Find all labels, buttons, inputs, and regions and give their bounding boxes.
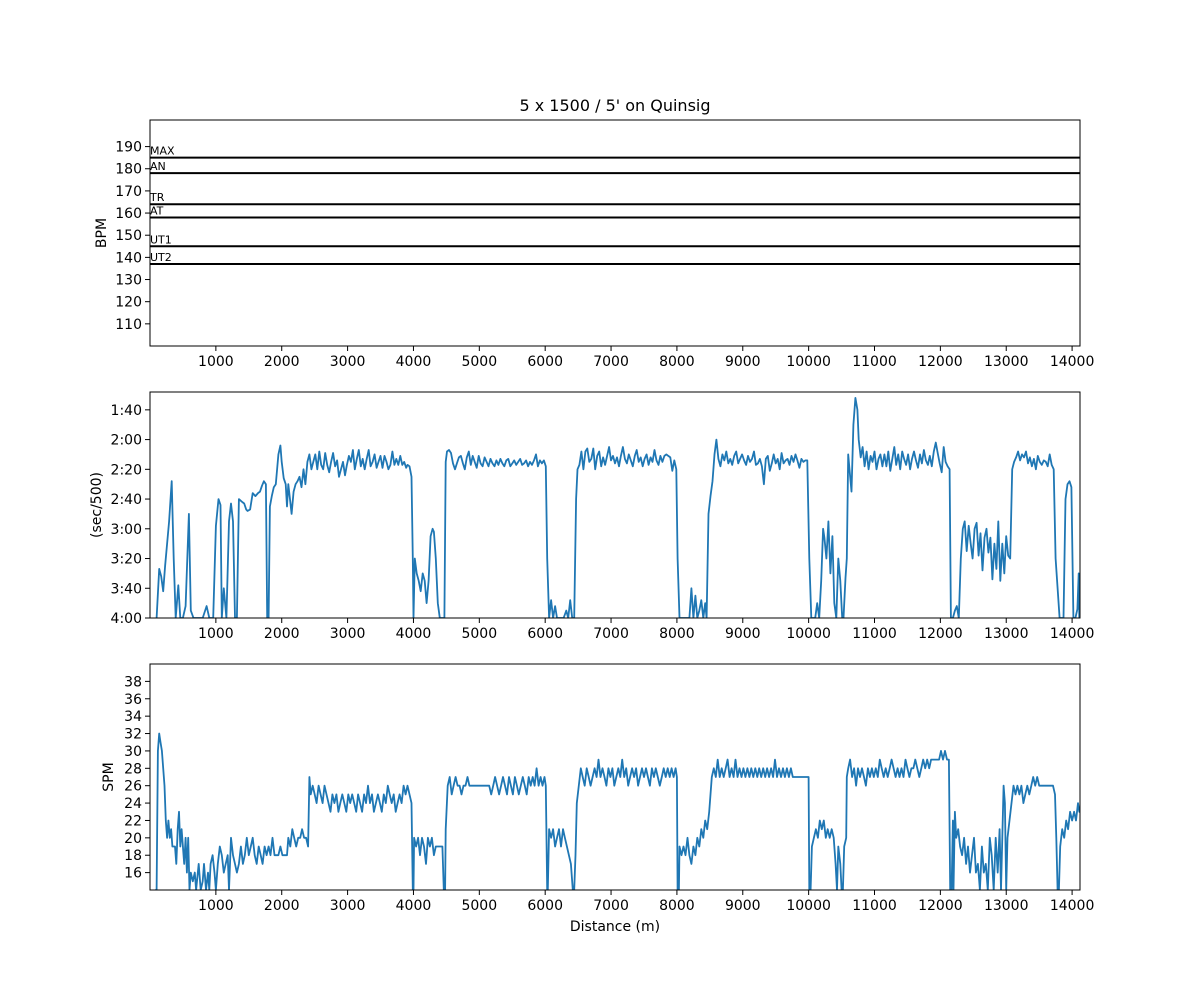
x-tick-label: 12000 [918, 354, 963, 370]
zone-label-ut2: UT2 [150, 251, 172, 264]
y-tick-label: 3:20 [111, 552, 142, 568]
y-tick-label: 22 [124, 813, 142, 829]
x-tick-label: 10000 [786, 354, 831, 370]
y-tick-label: 18 [124, 848, 142, 864]
zone-label-ut1: UT1 [150, 233, 172, 246]
subplot-2: 1000 2000 3000 4000 5000 6000 7000 8000 9000 1000… [89, 391, 1095, 642]
x-tick-label: 7000 [593, 354, 629, 370]
y-tick-label: 150 [115, 228, 142, 244]
y-tick-label: 3:40 [111, 581, 142, 597]
x-tick-label: 12000 [918, 898, 963, 914]
y-tick-label: 130 [115, 273, 142, 289]
zone-label-an: AN [150, 160, 166, 173]
x-tick-label: 2000 [264, 354, 300, 370]
x-tick-label: 13000 [984, 898, 1029, 914]
x-tick-label: 2000 [264, 626, 300, 642]
plot-frame-1 [149, 119, 1081, 347]
x-tick-label: 8000 [659, 626, 695, 642]
y-tick-label: 2:20 [111, 462, 142, 478]
y-axis-label-2: (sec/500) [89, 472, 105, 538]
y-tick-label: 110 [115, 317, 142, 333]
x-tick-label: 3000 [330, 626, 366, 642]
x-tick-label: 5000 [461, 898, 497, 914]
x-tick-label: 7000 [593, 898, 629, 914]
x-tick-label: 9000 [725, 354, 761, 370]
y-tick-label: 190 [115, 140, 142, 156]
plot-frame-3 [149, 663, 1081, 891]
x-tick-label: 1000 [198, 898, 234, 914]
x-tick-label: 5000 [461, 354, 497, 370]
x-tick-label: 10000 [786, 626, 831, 642]
x-tick-label: 6000 [527, 354, 563, 370]
series-line-3-1 [155, 732, 1080, 890]
x-tick-label: 11000 [852, 626, 897, 642]
x-tick-label: 8000 [659, 898, 695, 914]
y-tick-label: 4:00 [111, 611, 142, 627]
x-tick-label: 4000 [396, 354, 432, 370]
y-tick-label: 20 [124, 831, 142, 847]
x-tick-label: 13000 [984, 626, 1029, 642]
x-tick-label: 6000 [527, 898, 563, 914]
x-tick-label: 8000 [659, 354, 695, 370]
y-tick-label: 1:40 [111, 403, 142, 419]
x-tick-label: 14000 [1050, 626, 1095, 642]
x-tick-label: 1000 [198, 626, 234, 642]
zone-label-tr: TR [149, 191, 165, 204]
series-line-2-1 [155, 397, 1080, 618]
x-tick-label: 14000 [1050, 898, 1095, 914]
x-tick-label: 4000 [396, 898, 432, 914]
x-tick-label: 11000 [852, 898, 897, 914]
y-tick-label: 2:00 [111, 433, 142, 449]
x-tick-label: 9000 [725, 626, 761, 642]
y-tick-label: 160 [115, 206, 142, 222]
y-axis-label-3: SPM [101, 762, 117, 791]
y-tick-label: 38 [124, 674, 142, 690]
x-tick-label: 12000 [918, 626, 963, 642]
y-axis-label-1: BPM [94, 218, 110, 248]
x-axis-label: Distance (m) [570, 919, 660, 935]
chart-title: 5 x 1500 / 5' on Quinsig [519, 96, 710, 115]
y-tick-label: 120 [115, 295, 142, 311]
y-tick-label: 140 [115, 250, 142, 266]
x-tick-label: 10000 [786, 898, 831, 914]
y-tick-label: 28 [124, 761, 142, 777]
subplot-3: 1000 2000 3000 4000 5000 6000 7000 8000 9000 1000… [101, 663, 1095, 935]
plot-frame-2 [149, 391, 1081, 619]
x-tick-label: 3000 [330, 354, 366, 370]
zone-label-max: MAX [150, 145, 175, 158]
x-tick-label: 1000 [198, 354, 234, 370]
y-tick-label: 3:00 [111, 522, 142, 538]
y-tick-label: 2:40 [111, 492, 142, 508]
x-tick-label: 13000 [984, 354, 1029, 370]
x-tick-label: 11000 [852, 354, 897, 370]
x-tick-label: 7000 [593, 626, 629, 642]
y-tick-label: 26 [124, 779, 142, 795]
x-tick-label: 2000 [264, 898, 300, 914]
y-tick-label: 36 [124, 692, 142, 708]
x-tick-label: 3000 [330, 898, 366, 914]
x-tick-label: 9000 [725, 898, 761, 914]
y-tick-label: 34 [124, 709, 142, 725]
x-tick-label: 4000 [396, 626, 432, 642]
x-tick-label: 5000 [461, 626, 497, 642]
y-tick-label: 180 [115, 162, 142, 178]
y-tick-label: 24 [124, 796, 142, 812]
y-tick-label: 16 [124, 866, 142, 882]
y-tick-label: 170 [115, 184, 142, 200]
y-tick-label: 30 [124, 744, 142, 760]
x-tick-label: 6000 [527, 626, 563, 642]
zone-label-at: AT [150, 204, 164, 217]
x-tick-label: 14000 [1050, 354, 1095, 370]
y-tick-label: 32 [124, 727, 142, 743]
